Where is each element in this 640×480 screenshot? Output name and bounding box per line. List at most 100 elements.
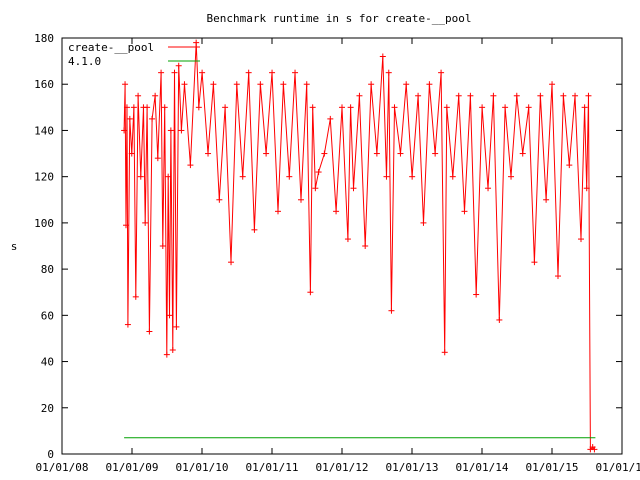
data-point <box>549 81 556 88</box>
data-point <box>274 208 281 215</box>
y-tick-label: 160 <box>34 78 54 91</box>
data-point <box>154 155 161 162</box>
data-point <box>175 62 182 69</box>
chart-title: Benchmark runtime in s for create-__pool <box>207 12 472 25</box>
data-point <box>126 115 133 122</box>
data-point <box>161 104 168 111</box>
y-tick-label: 100 <box>34 217 54 230</box>
y-tick-label: 20 <box>41 402 54 415</box>
y-axis-label: s <box>11 240 18 253</box>
data-point <box>479 104 486 111</box>
series-layer <box>121 39 598 453</box>
data-point <box>455 92 462 99</box>
data-point <box>286 173 293 180</box>
data-point <box>409 173 416 180</box>
data-point <box>303 81 310 88</box>
data-point <box>292 69 299 76</box>
data-point <box>222 104 229 111</box>
data-point <box>531 259 538 266</box>
data-point <box>233 81 240 88</box>
data-point <box>193 39 200 46</box>
data-point <box>508 173 515 180</box>
legend: create-__pool 4.1.0 <box>68 41 200 68</box>
data-point <box>280 81 287 88</box>
data-point <box>379 53 386 60</box>
data-point <box>496 316 503 323</box>
data-point <box>210 81 217 88</box>
data-point <box>449 173 456 180</box>
data-point <box>543 196 550 203</box>
data-point <box>269 69 276 76</box>
y-tick-label: 0 <box>47 448 54 461</box>
data-point <box>307 289 314 296</box>
data-point <box>166 312 173 319</box>
data-point <box>178 127 185 134</box>
data-point <box>362 243 369 249</box>
data-point <box>415 92 422 99</box>
y-tick-label: 60 <box>41 309 54 322</box>
plot-frame <box>61 37 623 455</box>
data-point <box>142 219 149 226</box>
x-tick-label: 01/01/14 <box>456 461 509 474</box>
data-point <box>356 92 363 99</box>
data-point <box>391 104 398 111</box>
data-point <box>173 323 180 330</box>
data-point <box>195 104 202 111</box>
x-tick-label: 01/01/12 <box>316 461 369 474</box>
data-point <box>309 104 316 111</box>
data-point <box>312 185 319 192</box>
data-point <box>441 349 448 356</box>
data-point <box>216 196 223 203</box>
data-point <box>502 104 509 111</box>
data-point <box>566 162 573 169</box>
data-point <box>135 92 142 99</box>
data-point <box>128 150 135 157</box>
data-point <box>373 150 380 157</box>
x-tick-label: 01/01/16 <box>596 461 640 474</box>
data-point <box>239 173 246 180</box>
data-point <box>171 69 178 76</box>
data-point <box>327 115 334 122</box>
data-point <box>537 92 544 99</box>
data-point <box>199 69 206 76</box>
data-point <box>426 81 433 88</box>
data-point <box>123 222 130 229</box>
data-point <box>169 347 176 353</box>
data-point <box>572 92 579 99</box>
data-point <box>438 69 445 76</box>
y-axis-ticks: 0 20 40 60 80 100 120 140 160 180 <box>34 32 622 461</box>
data-point <box>167 127 174 134</box>
data-point <box>397 150 404 157</box>
data-point <box>583 185 590 192</box>
data-point <box>591 446 598 453</box>
x-tick-label: 01/01/10 <box>176 461 229 474</box>
y-tick-label: 40 <box>41 356 54 369</box>
data-point <box>581 104 588 111</box>
data-point <box>467 92 474 99</box>
data-point <box>132 293 139 300</box>
data-point <box>152 92 159 99</box>
data-point <box>350 185 357 192</box>
x-tick-label: 01/01/15 <box>526 461 579 474</box>
x-tick-label: 01/01/11 <box>246 461 299 474</box>
data-point <box>187 162 194 169</box>
data-point <box>124 321 131 328</box>
data-point <box>228 259 235 266</box>
series-line-0 <box>123 42 595 451</box>
data-point <box>251 226 258 233</box>
data-point <box>205 150 212 157</box>
data-point <box>577 236 584 243</box>
data-point <box>554 273 561 280</box>
data-point <box>257 81 264 88</box>
data-point <box>137 173 144 180</box>
data-point <box>165 173 172 180</box>
data-point <box>121 127 128 134</box>
y-tick-label: 180 <box>34 32 54 45</box>
data-point <box>443 104 450 111</box>
data-point <box>159 243 166 249</box>
legend-label-1: 4.1.0 <box>68 55 101 68</box>
data-point <box>123 104 130 111</box>
data-point <box>333 208 340 215</box>
data-point <box>383 173 390 180</box>
